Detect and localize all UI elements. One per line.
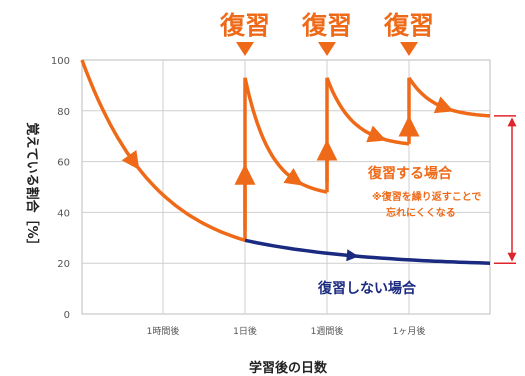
y-tick-label: 20: [57, 259, 70, 270]
without-review-label: 復習しない場合: [317, 280, 417, 297]
curve-arrow: [283, 168, 304, 186]
y-tick-label: 0: [64, 310, 70, 321]
without-review-arrowhead: [346, 249, 359, 262]
with-review-curve-segment: [407, 76, 491, 118]
review-label: 復習: [219, 11, 270, 40]
review-marker-triangle: [236, 42, 254, 56]
x-tick-label: 1ヶ月後: [393, 325, 426, 337]
x-tick-label: 1週間後: [311, 325, 344, 337]
y-tick-label: 80: [57, 107, 70, 118]
curve-arrow: [433, 96, 454, 114]
x-tick-label: 1日後: [233, 325, 257, 337]
y-axis-label: 覚えている割合［%］: [24, 121, 40, 251]
x-axis-label: 学習後の日数: [249, 360, 328, 376]
without-review-curve: [244, 238, 491, 265]
review-label: 復習: [301, 11, 352, 40]
with-review-note-line-2: 忘れにくくなる: [386, 206, 456, 219]
annotations: 復習 復習 復習: [219, 11, 517, 264]
curves: [80, 59, 491, 265]
curve-arrow: [121, 149, 140, 170]
y-tick-label: 100: [51, 56, 70, 67]
review-marker-triangle: [400, 42, 418, 56]
y-tick-label: 40: [57, 208, 70, 219]
with-review-note-line-1: ※復習を繰り返すことで: [372, 190, 481, 203]
x-tick-labels: 1時間後 1日後 1週間後 1ヶ月後: [147, 325, 426, 337]
y-tick-labels: 0 20 40 60 80 100: [51, 56, 70, 321]
review-marker-triangle: [318, 42, 336, 56]
with-review-curve-segment: [80, 59, 246, 242]
plot-frame: [81, 59, 491, 315]
curve-arrow: [366, 125, 387, 143]
with-review-label: 復習する場合: [367, 165, 453, 182]
y-tick-label: 60: [57, 158, 70, 169]
x-tick-label: 1時間後: [147, 325, 180, 337]
with-review-curve-segment: [243, 77, 328, 194]
review-label: 復習: [383, 11, 434, 40]
